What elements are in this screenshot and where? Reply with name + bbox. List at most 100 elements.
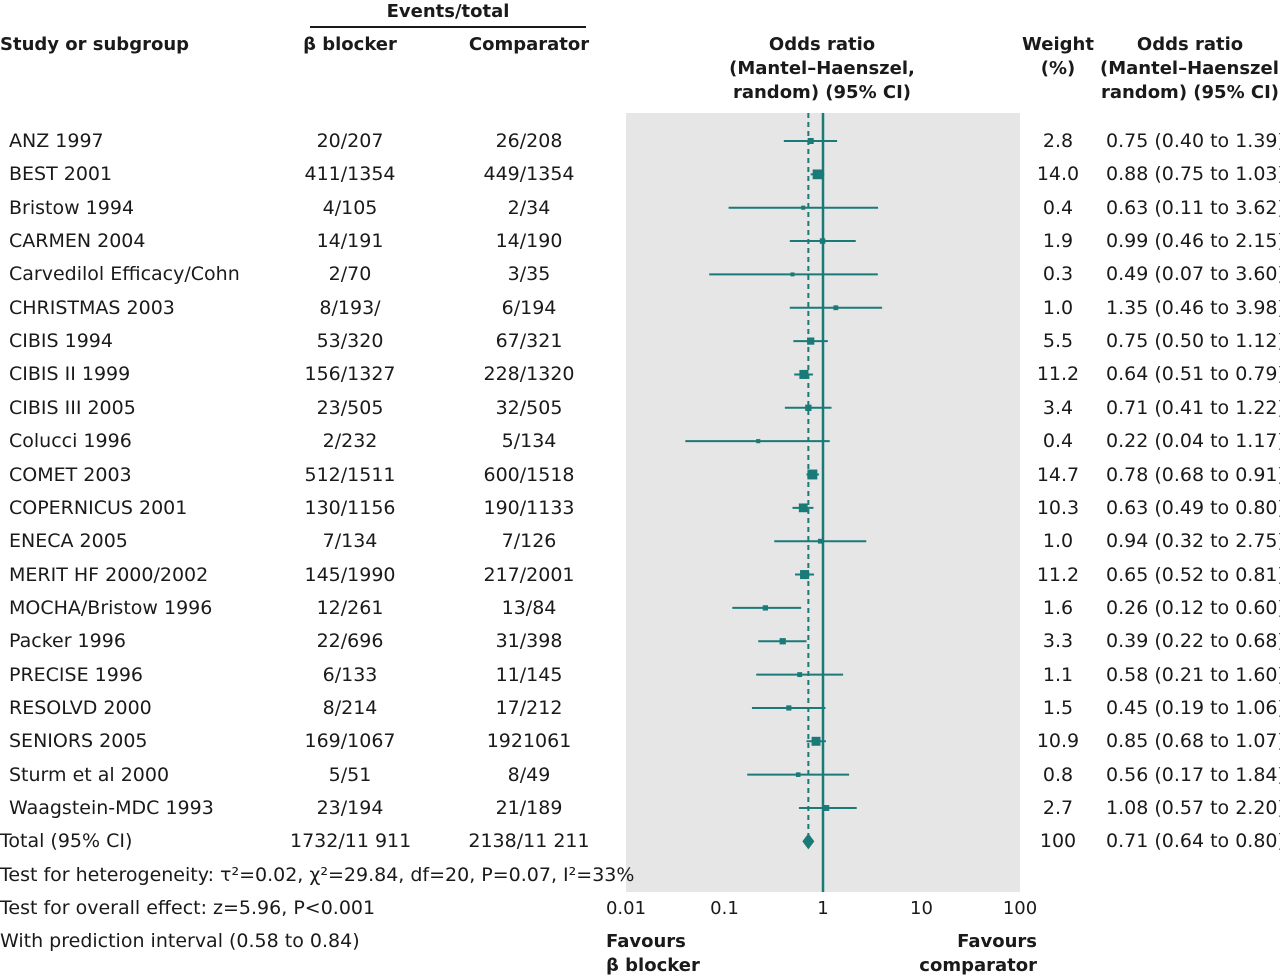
study-weight: 10.9 bbox=[1036, 730, 1080, 753]
study-or-text: 0.88 (0.75 to 1.03) bbox=[1106, 163, 1280, 186]
prediction-interval: With prediction interval (0.58 to 0.84) bbox=[0, 930, 360, 952]
study-weight: 5.5 bbox=[1042, 330, 1074, 353]
study-name: RESOLVD 2000 bbox=[9, 696, 152, 719]
x-tick-label: 0.1 bbox=[710, 898, 739, 919]
study-or-text: 0.85 (0.68 to 1.07) bbox=[1106, 730, 1280, 753]
comparator-events: 67/321 bbox=[495, 330, 563, 353]
study-weight: 14.0 bbox=[1036, 163, 1080, 186]
study-or-text: 0.75 (0.50 to 1.12) bbox=[1106, 330, 1280, 353]
study-name: CIBIS 1994 bbox=[9, 330, 113, 353]
comparator-events: 217/2001 bbox=[483, 563, 575, 586]
or-marker bbox=[790, 272, 795, 277]
or-value-header-line2: (Mantel–Haenszel, bbox=[1100, 58, 1280, 79]
study-or-text: 1.35 (0.46 to 3.98) bbox=[1106, 296, 1280, 319]
or-marker bbox=[819, 238, 826, 244]
study-or-text: 0.99 (0.46 to 2.15) bbox=[1106, 230, 1280, 253]
bblocker-column-header: β blocker bbox=[303, 34, 397, 55]
study-weight: 1.9 bbox=[1042, 230, 1074, 253]
study-or-text: 0.58 (0.21 to 1.60) bbox=[1106, 663, 1280, 686]
favours-right-line1: Favours bbox=[957, 931, 1037, 952]
or-marker bbox=[811, 736, 821, 746]
or-marker bbox=[807, 337, 815, 345]
study-or-text: 0.71 (0.41 to 1.22) bbox=[1106, 396, 1280, 419]
x-tick-label: 10 bbox=[910, 898, 933, 919]
or-plot-header-line1: Odds ratio bbox=[768, 34, 876, 55]
or-marker bbox=[795, 772, 801, 777]
bblocker-events: 8/193/ bbox=[319, 296, 381, 319]
bblocker-events: 12/261 bbox=[316, 596, 384, 619]
bblocker-events: 2/232 bbox=[322, 430, 378, 453]
study-name: Sturm et al 2000 bbox=[9, 763, 170, 786]
bblocker-events: 23/505 bbox=[316, 396, 384, 419]
comparator-events: 600/1518 bbox=[483, 463, 575, 486]
comparator-events: 17/212 bbox=[495, 696, 563, 719]
study-weight: 14.7 bbox=[1036, 463, 1080, 486]
or-marker bbox=[812, 169, 823, 180]
x-tick-label: 100 bbox=[1003, 898, 1037, 919]
study-or-text: 1.08 (0.57 to 2.20) bbox=[1106, 797, 1280, 819]
study-weight: 0.8 bbox=[1042, 763, 1074, 786]
bblocker-events: 4/105 bbox=[322, 196, 378, 219]
comparator-events: 190/1133 bbox=[483, 496, 575, 519]
comparator-events: 31/398 bbox=[495, 630, 563, 653]
comparator-events: 26/208 bbox=[495, 130, 563, 152]
study-name: COPERNICUS 2001 bbox=[9, 496, 188, 519]
comparator-events: 7/126 bbox=[501, 530, 557, 553]
study-weight: 1.0 bbox=[1042, 296, 1074, 319]
bblocker-events: 8/214 bbox=[322, 696, 378, 719]
bblocker-events: 1732/11 911 bbox=[290, 830, 412, 853]
or-marker bbox=[797, 672, 803, 678]
bblocker-events: 145/1990 bbox=[304, 563, 396, 586]
study-weight: 10.3 bbox=[1036, 496, 1080, 519]
study-or-text: 0.78 (0.68 to 0.91) bbox=[1106, 463, 1280, 486]
favours-left-line1: Favours bbox=[606, 931, 686, 952]
or-value-header-line3: random) (95% CI) bbox=[1100, 82, 1280, 103]
study-weight: 0.4 bbox=[1042, 430, 1074, 453]
study-weight: 1.5 bbox=[1042, 696, 1074, 719]
study-name: MERIT HF 2000/2002 bbox=[9, 563, 209, 586]
study-weight: 0.3 bbox=[1042, 263, 1074, 286]
study-or-text: 0.63 (0.49 to 0.80) bbox=[1106, 496, 1280, 519]
study-weight: 2.8 bbox=[1042, 130, 1074, 152]
study-weight: 0.4 bbox=[1042, 196, 1074, 219]
or-marker bbox=[801, 205, 806, 210]
study-or-text: 0.39 (0.22 to 0.68) bbox=[1106, 630, 1280, 653]
comparator-column-header: Comparator bbox=[468, 34, 590, 55]
study-or-text: 0.65 (0.52 to 0.81) bbox=[1106, 563, 1280, 586]
favours-right-line2: comparator bbox=[919, 955, 1037, 976]
study-name: ENECA 2005 bbox=[9, 530, 128, 553]
favours-left-line2: β blocker bbox=[606, 955, 700, 976]
overall-effect-test: Test for overall effect: z=5.96, P<0.001 bbox=[0, 897, 376, 919]
study-or-text: 0.94 (0.32 to 2.75) bbox=[1106, 530, 1280, 553]
bblocker-events: 20/207 bbox=[316, 130, 384, 152]
study-or-text: 0.45 (0.19 to 1.06) bbox=[1106, 696, 1280, 719]
study-weight: 1.0 bbox=[1042, 530, 1074, 553]
or-marker bbox=[799, 369, 809, 379]
comparator-events: 32/505 bbox=[495, 396, 563, 419]
comparator-events: 21/189 bbox=[495, 797, 563, 819]
bblocker-events: 53/320 bbox=[316, 330, 384, 353]
study-or-text: 0.56 (0.17 to 1.84) bbox=[1106, 763, 1280, 786]
study-name: CHRISTMAS 2003 bbox=[9, 296, 175, 319]
study-name: BEST 2001 bbox=[9, 163, 113, 186]
pooled-diamond bbox=[802, 833, 815, 850]
bblocker-events: 130/1156 bbox=[304, 496, 396, 519]
or-plot-header-line2: (Mantel–Haenszel, bbox=[729, 58, 915, 79]
comparator-events: 2138/11 211 bbox=[468, 830, 590, 853]
study-name: COMET 2003 bbox=[9, 463, 132, 486]
events-header-rule bbox=[310, 26, 586, 28]
bblocker-events: 14/191 bbox=[316, 230, 384, 253]
bblocker-events: 23/194 bbox=[316, 797, 384, 819]
study-name: Bristow 1994 bbox=[9, 196, 135, 219]
comparator-events: 8/49 bbox=[507, 763, 551, 786]
bblocker-events: 22/696 bbox=[316, 630, 384, 653]
bblocker-events: 411/1354 bbox=[304, 163, 396, 186]
study-or-text: 0.71 (0.64 to 0.80) bbox=[1106, 830, 1280, 853]
study-or-text: 0.26 (0.12 to 0.60) bbox=[1106, 596, 1280, 619]
weight-header-line1: Weight bbox=[1022, 34, 1094, 55]
bblocker-events: 6/133 bbox=[322, 663, 378, 686]
x-tick-label: 0.01 bbox=[606, 898, 646, 919]
study-name: PRECISE 1996 bbox=[9, 663, 143, 686]
or-marker bbox=[833, 305, 839, 311]
total-label: Total (95% CI) bbox=[0, 830, 133, 853]
